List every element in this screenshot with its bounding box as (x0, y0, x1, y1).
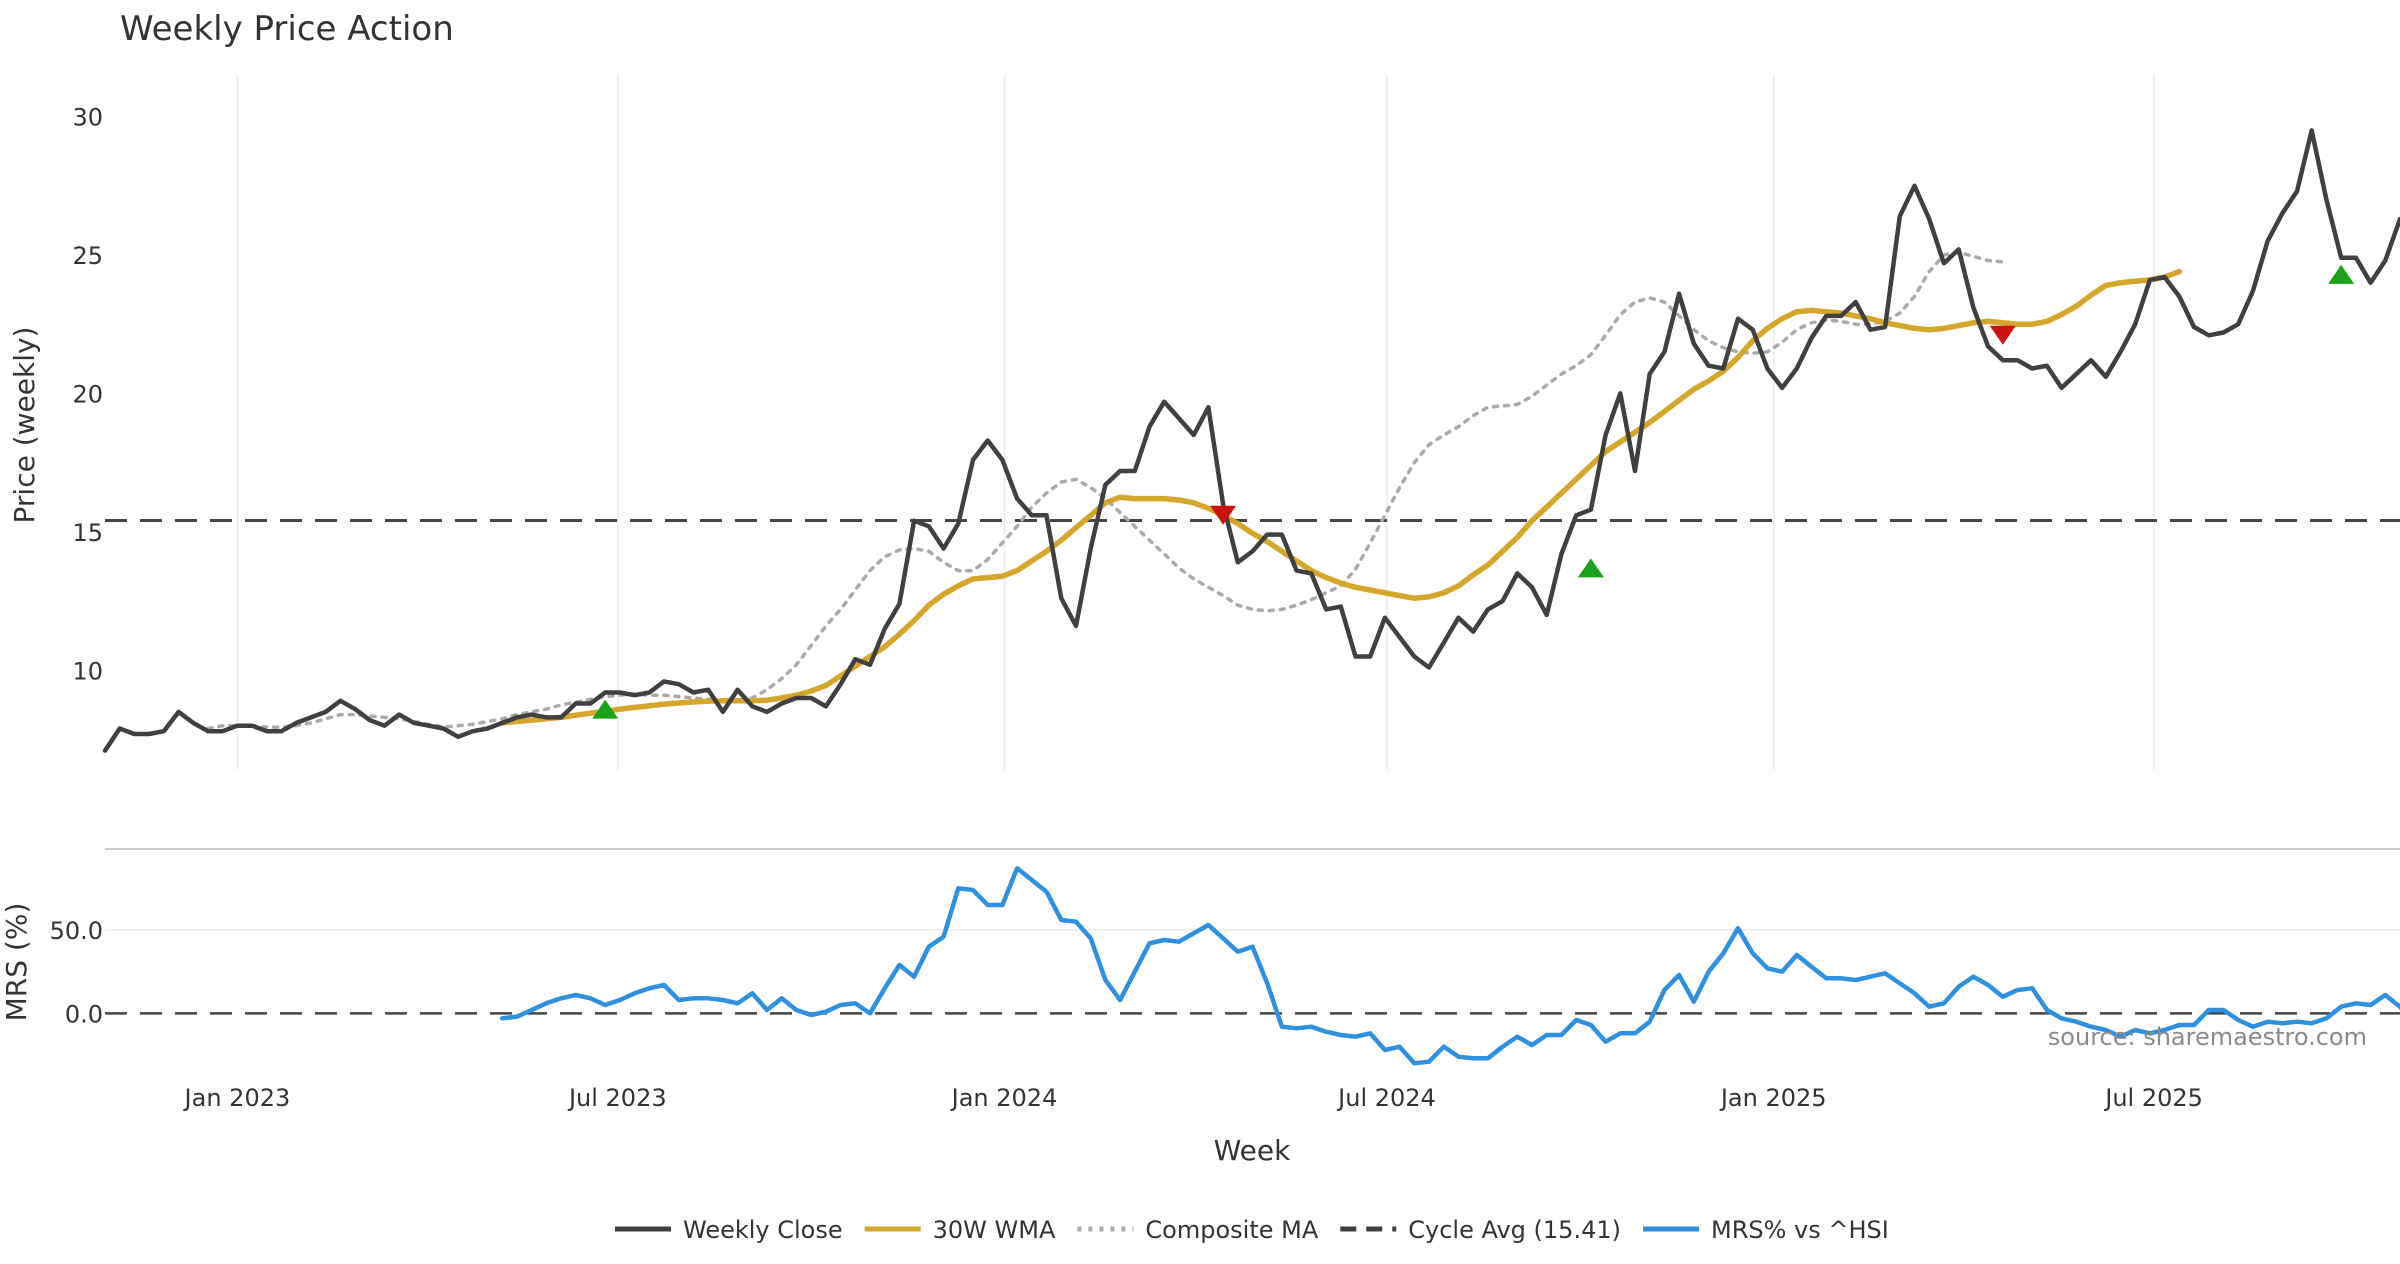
price-series-group (102, 128, 2400, 753)
x-axis-title: Week (1214, 1134, 1291, 1167)
price-y-tick-25: 25 (72, 242, 103, 270)
chart-title: Weekly Price Action (120, 9, 454, 49)
mrs-y-axis-title: MRS (%) (0, 903, 33, 1022)
source-note: source: sharemaestro.com (2048, 1023, 2367, 1051)
x-tick-jan-2023: Jan 2023 (183, 1084, 291, 1112)
buy-marker-5 (2328, 264, 2355, 284)
legend-label-weekly-close: Weekly Close (683, 1216, 843, 1244)
legend: Weekly Close 30W WMA Composite MA Cycle Avg… (615, 1216, 1889, 1244)
x-tick-jan-2025: Jan 2025 (1719, 1084, 1827, 1112)
price-grid (236, 75, 2155, 770)
price-y-tick-labels: 10 15 20 25 30 (72, 104, 103, 686)
price-y-tick-10: 10 (72, 657, 103, 685)
mrs-y-tick-50: 50.0 (50, 917, 103, 945)
price-y-tick-15: 15 (72, 519, 103, 547)
x-tick-jan-2024: Jan 2024 (950, 1084, 1058, 1112)
buy-marker-1 (592, 699, 619, 719)
x-tick-jul-2025: Jul 2025 (2103, 1084, 2203, 1112)
price-markers-group (592, 264, 2355, 719)
x-tick-labels: Jan 2023 Jul 2023 Jan 2024 Jul 2024 Jan 2025… (183, 1084, 2203, 1112)
price-y-tick-20: 20 (72, 380, 103, 408)
legend-label-cycle-avg-15-41: Cycle Avg (15.41) (1408, 1216, 1621, 1244)
series-composite-ma (206, 250, 2005, 731)
legend-label-mrs-vs-hsi: MRS% vs ^HSI (1711, 1216, 1889, 1244)
mrs-y-tick-labels: 0.0 50.0 (50, 917, 103, 1028)
price-y-tick-30: 30 (72, 104, 103, 132)
legend-label-30w-wma: 30W WMA (933, 1216, 1056, 1244)
x-tick-jul-2024: Jul 2024 (1336, 1084, 1436, 1112)
buy-marker-3 (1577, 558, 1604, 578)
sell-marker-2 (1210, 505, 1237, 525)
series-30w-wma (499, 268, 2183, 726)
legend-label-composite-ma: Composite MA (1145, 1216, 1318, 1244)
series-weekly-close (102, 128, 2400, 753)
price-y-axis-title: Price (weekly) (8, 327, 41, 524)
mrs-series-group (499, 866, 2400, 1066)
mrs-y-tick-0: 0.0 (65, 1000, 103, 1028)
x-tick-jul-2023: Jul 2023 (567, 1084, 667, 1112)
series-mrs-vs-hsi (499, 866, 2400, 1066)
sell-marker-4 (1989, 325, 2016, 345)
